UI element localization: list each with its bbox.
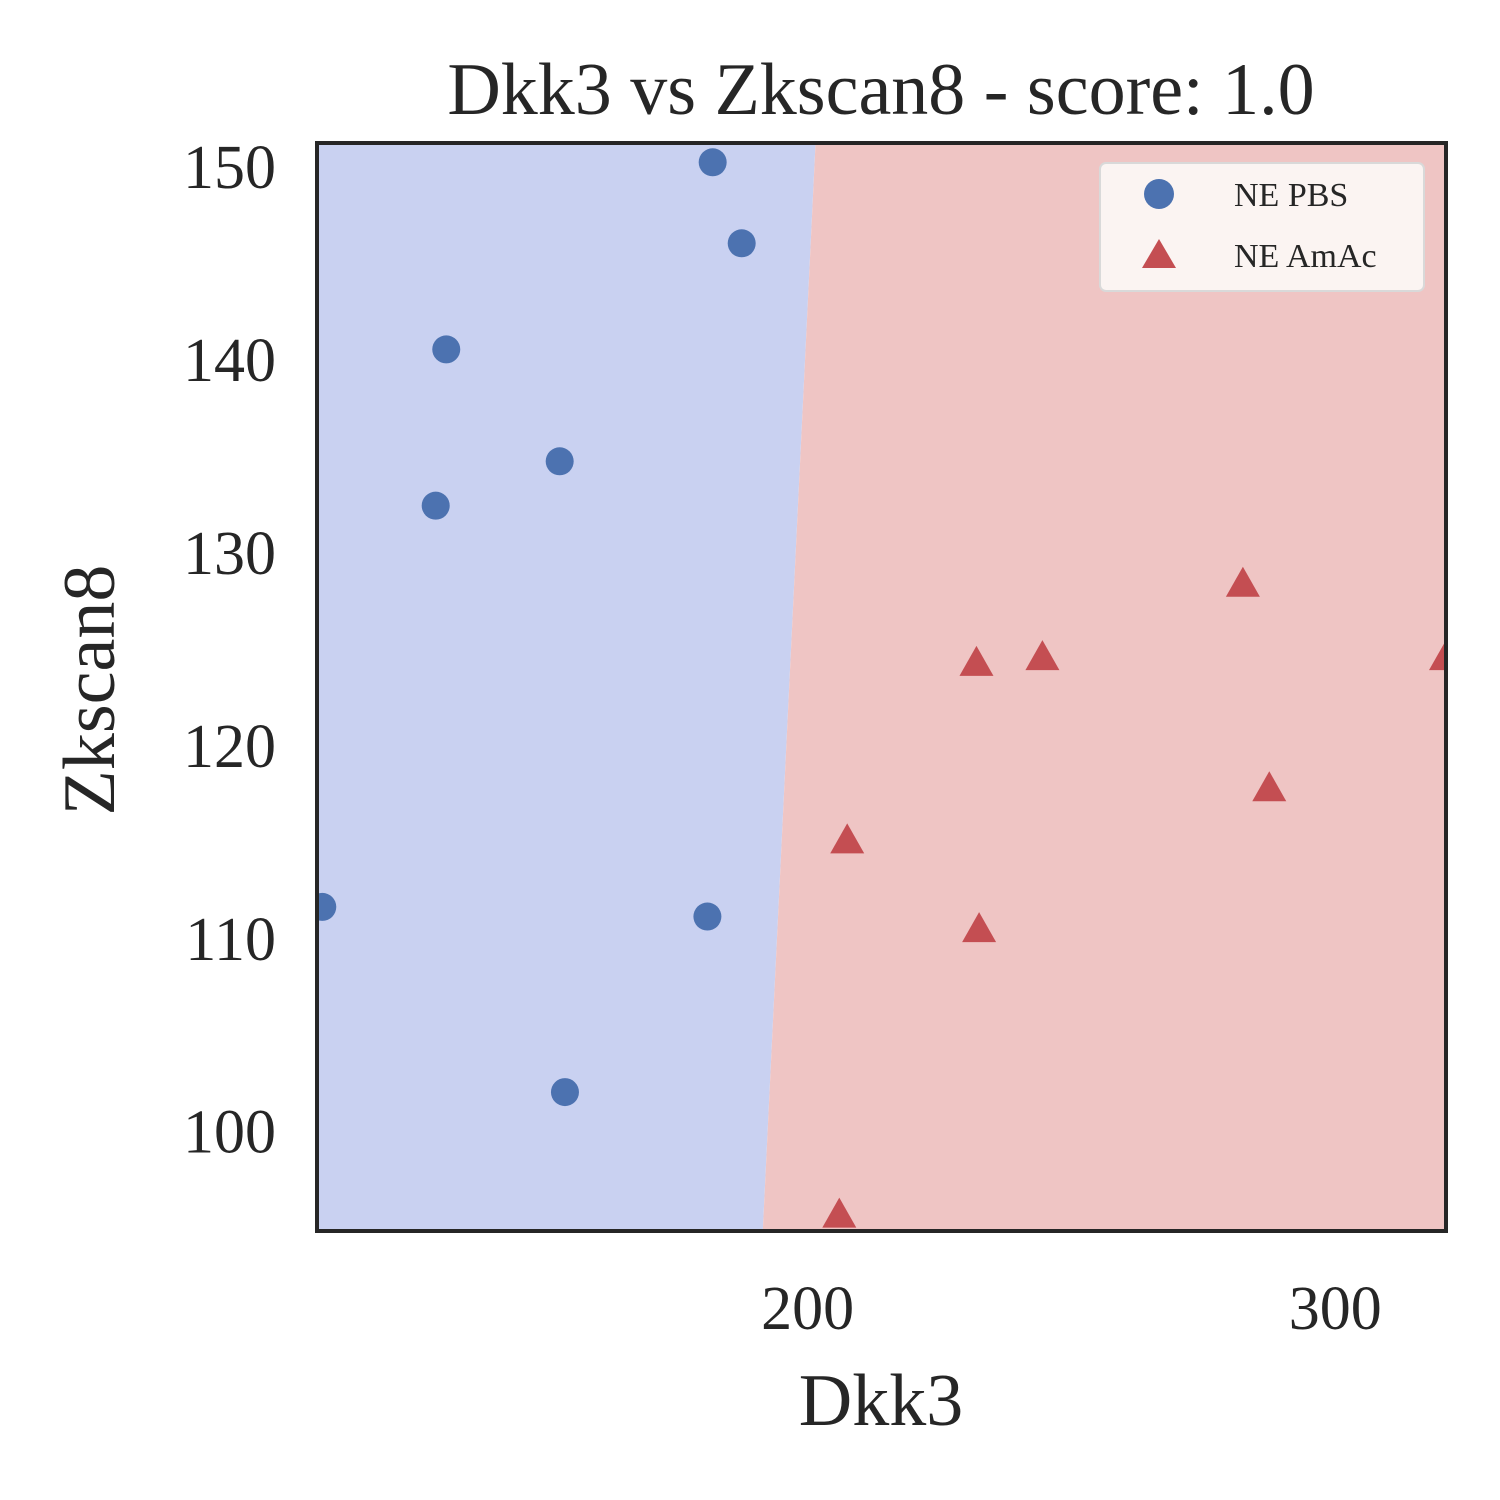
data-point-ne-pbs-5 <box>421 491 450 520</box>
x-axis-label: Dkk3 <box>799 1360 963 1442</box>
legend-label-ne-amac: NE AmAc <box>1234 238 1377 275</box>
y-axis-label: Zkscan8 <box>49 565 131 816</box>
data-point-ne-amac-1 <box>1225 566 1260 597</box>
chart-title: Dkk3 vs Zkscan8 - score: 1.0 <box>447 49 1314 131</box>
plot-area <box>317 143 1446 1231</box>
data-point-ne-pbs-4 <box>545 447 574 476</box>
data-point-ne-pbs-8 <box>550 1078 579 1107</box>
legend: NE PBS NE AmAc <box>1099 162 1425 292</box>
data-point-ne-pbs-6 <box>317 892 337 921</box>
y-tick-label-140: 140 <box>183 327 276 395</box>
data-point-ne-amac-4 <box>1429 640 1446 671</box>
x-tick-label-300: 300 <box>1289 1275 1382 1343</box>
data-point-ne-amac-5 <box>1252 771 1287 802</box>
plot-frame <box>315 141 1448 1233</box>
data-point-ne-amac-7 <box>962 912 997 943</box>
data-point-ne-pbs-2 <box>727 229 756 258</box>
decision-region-ne-amac <box>762 143 1446 1231</box>
y-tick-label-110: 110 <box>185 906 276 974</box>
legend-marker-ne-pbs <box>1144 179 1174 209</box>
legend-box <box>1099 162 1425 292</box>
x-tick-label-200: 200 <box>761 1275 854 1343</box>
data-point-ne-amac-8 <box>822 1197 857 1228</box>
data-point-ne-amac-2 <box>959 645 994 676</box>
data-point-ne-amac-6 <box>830 823 865 854</box>
data-point-ne-amac-3 <box>1025 640 1060 671</box>
y-tick-label-150: 150 <box>183 134 276 202</box>
data-point-ne-pbs-3 <box>432 335 461 364</box>
data-point-ne-pbs-1 <box>698 148 727 177</box>
legend-label-ne-pbs: NE PBS <box>1234 177 1348 214</box>
y-tick-label-130: 130 <box>183 520 276 588</box>
legend-marker-ne-amac <box>1142 239 1176 268</box>
y-tick-label-100: 100 <box>183 1099 276 1167</box>
decision-region-ne-pbs <box>317 143 816 1231</box>
y-tick-label-120: 120 <box>183 713 276 781</box>
data-point-ne-pbs-7 <box>693 902 722 931</box>
